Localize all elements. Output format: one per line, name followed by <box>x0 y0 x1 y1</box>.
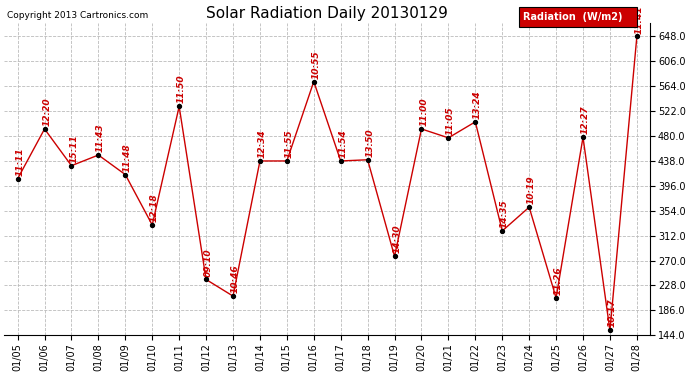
Text: 10:19: 10:19 <box>527 176 536 204</box>
Point <box>201 276 212 282</box>
Point <box>578 134 589 140</box>
Point <box>416 126 427 132</box>
Point <box>524 204 535 210</box>
Point <box>497 228 508 234</box>
Point <box>147 222 158 228</box>
Point <box>12 176 23 182</box>
Text: 13:50: 13:50 <box>365 128 374 157</box>
Text: 10:55: 10:55 <box>311 50 320 79</box>
Point <box>120 172 131 178</box>
Point <box>93 152 104 158</box>
Text: 12:27: 12:27 <box>581 106 590 134</box>
Text: Radiation  (W/m2): Radiation (W/m2) <box>522 12 622 22</box>
Point <box>255 158 266 164</box>
Point <box>470 119 481 125</box>
Point <box>174 104 185 110</box>
Text: 11:55: 11:55 <box>284 129 293 158</box>
Text: 13:24: 13:24 <box>473 90 482 119</box>
Point <box>335 158 346 164</box>
Point <box>389 254 400 260</box>
Text: 14:30: 14:30 <box>392 225 401 254</box>
Text: 12:20: 12:20 <box>42 98 51 126</box>
Text: 15:11: 15:11 <box>69 134 78 163</box>
Text: Copyright 2013 Cartronics.com: Copyright 2013 Cartronics.com <box>7 11 148 20</box>
Title: Solar Radiation Daily 20130129: Solar Radiation Daily 20130129 <box>206 6 448 21</box>
Text: 10:46: 10:46 <box>230 264 239 293</box>
Point <box>362 157 373 163</box>
Point <box>631 33 642 39</box>
Text: 12:18: 12:18 <box>150 194 159 222</box>
Point <box>66 163 77 169</box>
Point <box>604 327 615 333</box>
Point <box>228 293 239 299</box>
Text: 09:10: 09:10 <box>204 248 213 276</box>
Text: 11:43: 11:43 <box>96 123 105 152</box>
Text: 12:34: 12:34 <box>257 129 266 158</box>
Point <box>443 135 454 141</box>
Text: 11:00: 11:00 <box>419 98 428 126</box>
Text: 11:26: 11:26 <box>554 266 563 295</box>
Point <box>551 295 562 301</box>
Text: 11:11: 11:11 <box>15 147 24 176</box>
Text: 11:05: 11:05 <box>446 106 455 135</box>
Text: 11:41: 11:41 <box>635 5 644 33</box>
Text: 11:54: 11:54 <box>338 129 347 158</box>
Point <box>282 158 293 164</box>
Point <box>39 126 50 132</box>
Text: 11:50: 11:50 <box>177 75 186 104</box>
Text: 10:17: 10:17 <box>608 299 617 327</box>
Point <box>308 78 319 84</box>
Text: 11:48: 11:48 <box>123 143 132 172</box>
Text: 14:35: 14:35 <box>500 199 509 228</box>
